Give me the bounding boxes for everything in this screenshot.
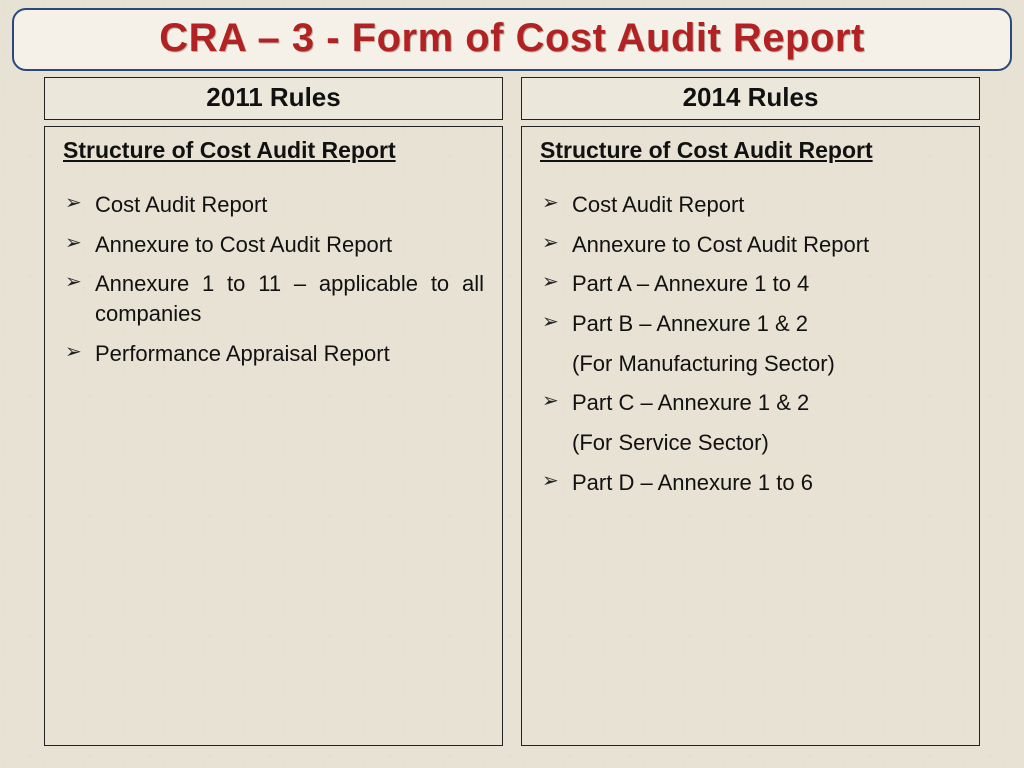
column-body-2014: Structure of Cost Audit Report Cost Audi…	[521, 126, 980, 746]
slide-title: CRA – 3 - Form of Cost Audit Report	[14, 16, 1010, 61]
column-list-2011: Cost Audit Report Annexure to Cost Audit …	[63, 190, 484, 368]
comparison-columns: 2011 Rules Structure of Cost Audit Repor…	[12, 77, 1012, 746]
list-item: Part C – Annexure 1 & 2	[540, 388, 961, 418]
list-item: Cost Audit Report	[63, 190, 484, 220]
list-item: Part A – Annexure 1 to 4	[540, 269, 961, 299]
column-header-2014: 2014 Rules	[521, 77, 980, 120]
list-item: Annexure 1 to 11 – applicable to all com…	[63, 269, 484, 328]
column-subheader-2011: Structure of Cost Audit Report	[63, 137, 484, 164]
list-item: Annexure to Cost Audit Report	[63, 230, 484, 260]
list-item: Cost Audit Report	[540, 190, 961, 220]
column-2011: 2011 Rules Structure of Cost Audit Repor…	[44, 77, 503, 746]
column-2014: 2014 Rules Structure of Cost Audit Repor…	[521, 77, 980, 746]
column-header-2011: 2011 Rules	[44, 77, 503, 120]
list-item: Performance Appraisal Report	[63, 339, 484, 369]
column-body-2011: Structure of Cost Audit Report Cost Audi…	[44, 126, 503, 746]
column-list-2014: Cost Audit Report Annexure to Cost Audit …	[540, 190, 961, 498]
list-item: Annexure to Cost Audit Report	[540, 230, 961, 260]
list-item: (For Service Sector)	[540, 428, 961, 458]
list-item: Part B – Annexure 1 & 2	[540, 309, 961, 339]
column-subheader-2014: Structure of Cost Audit Report	[540, 137, 961, 164]
list-item: Part D – Annexure 1 to 6	[540, 468, 961, 498]
list-item: (For Manufacturing Sector)	[540, 349, 961, 379]
slide-title-bar: CRA – 3 - Form of Cost Audit Report	[12, 8, 1012, 71]
